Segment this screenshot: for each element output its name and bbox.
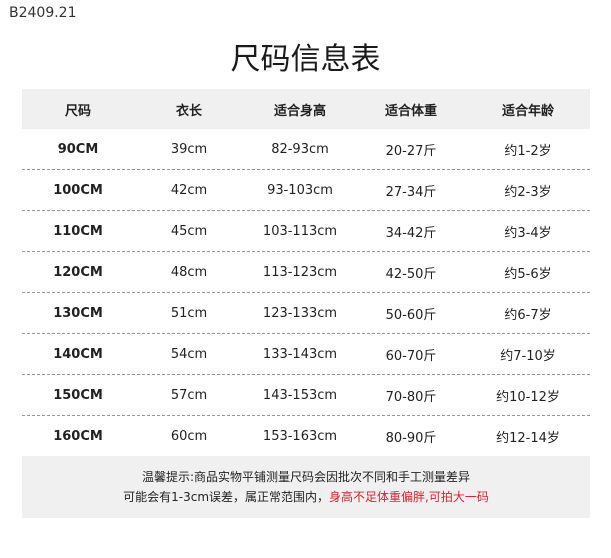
size-table: 尺码 衣长 适合身高 适合体重 适合年龄 90CM 39cm 82-93cm 20-2… xyxy=(22,89,590,456)
cell-age: 约10-12岁 xyxy=(496,389,560,405)
cell-weight: 80-90斤 xyxy=(385,430,437,446)
cell-length: 54cm xyxy=(170,346,208,362)
cell-height: 143-153cm xyxy=(262,387,338,403)
cell-weight: 50-60斤 xyxy=(385,307,437,323)
cell-age: 约1-2岁 xyxy=(504,143,552,159)
cell-age: 约6-7岁 xyxy=(504,307,552,323)
note-line-2: 可能会有1-3cm误差，属正常范围内，身高不足体重偏胖,可拍大一码 xyxy=(22,487,590,507)
cell-size: 100CM xyxy=(53,182,103,198)
cell-age: 约12-14岁 xyxy=(496,430,560,446)
cell-length: 48cm xyxy=(170,264,208,280)
table-row: 140CM 54cm 133-143cm 60-70斤 约7-10岁 xyxy=(22,334,590,375)
table-row: 110CM 45cm 103-113cm 34-42斤 约3-4岁 xyxy=(22,211,590,252)
table-row: 90CM 39cm 82-93cm 20-27斤 约1-2岁 xyxy=(22,129,590,170)
header-length: 衣长 xyxy=(175,103,202,119)
header-size: 尺码 xyxy=(64,103,91,119)
note-box: 温馨提示:商品实物平铺测量尺码会因批次不同和手工测量差异 可能会有1-3cm误差… xyxy=(22,456,590,518)
cell-size: 90CM xyxy=(57,141,99,157)
table-row: 160CM 60cm 153-163cm 80-90斤 约12-14岁 xyxy=(22,416,590,456)
cell-height: 103-113cm xyxy=(262,223,338,239)
note-line-1: 温馨提示:商品实物平铺测量尺码会因批次不同和手工测量差异 xyxy=(141,470,471,484)
cell-size: 140CM xyxy=(53,346,103,362)
header-height: 适合身高 xyxy=(273,103,326,119)
cell-weight: 27-34斤 xyxy=(385,184,437,200)
cell-length: 39cm xyxy=(170,141,208,157)
cell-weight: 20-27斤 xyxy=(385,143,437,159)
table-header: 尺码 衣长 适合身高 适合体重 适合年龄 xyxy=(22,89,590,129)
cell-length: 51cm xyxy=(170,305,208,321)
cell-height: 82-93cm xyxy=(271,141,329,157)
note-line-2-text: 可能会有1-3cm误差，属正常范围内， xyxy=(123,490,330,504)
table-row: 150CM 57cm 143-153cm 70-80斤 约10-12岁 xyxy=(22,375,590,416)
cell-size: 120CM xyxy=(53,264,103,280)
cell-length: 45cm xyxy=(170,223,208,239)
cell-length: 60cm xyxy=(170,428,208,444)
cell-weight: 70-80斤 xyxy=(385,389,437,405)
cell-size: 130CM xyxy=(53,305,103,321)
cell-size: 160CM xyxy=(53,428,103,444)
cell-size: 150CM xyxy=(53,387,103,403)
cell-size: 110CM xyxy=(53,223,103,239)
product-code: B2409.21 xyxy=(9,5,77,21)
note-line-2-warning: 身高不足体重偏胖,可拍大一码 xyxy=(329,490,489,504)
cell-weight: 42-50斤 xyxy=(385,266,437,282)
cell-weight: 34-42斤 xyxy=(385,225,437,241)
cell-height: 123-133cm xyxy=(262,305,338,321)
cell-length: 57cm xyxy=(170,387,208,403)
table-row: 130CM 51cm 123-133cm 50-60斤 约6-7岁 xyxy=(22,293,590,334)
header-weight: 适合体重 xyxy=(384,103,437,119)
cell-weight: 60-70斤 xyxy=(385,348,437,364)
page-title: 尺码信息表 xyxy=(230,42,381,77)
cell-age: 约5-6岁 xyxy=(504,266,552,282)
cell-height: 133-143cm xyxy=(262,346,338,362)
table-row: 100CM 42cm 93-103cm 27-34斤 约2-3岁 xyxy=(22,170,590,211)
table-row: 120CM 48cm 113-123cm 42-50斤 约5-6岁 xyxy=(22,252,590,293)
cell-age: 约7-10岁 xyxy=(500,348,556,364)
header-age: 适合年龄 xyxy=(501,103,554,119)
cell-height: 153-163cm xyxy=(262,428,338,444)
cell-length: 42cm xyxy=(170,182,208,198)
cell-age: 约3-4岁 xyxy=(504,225,552,241)
cell-height: 93-103cm xyxy=(267,182,333,198)
cell-age: 约2-3岁 xyxy=(504,184,552,200)
cell-height: 113-123cm xyxy=(262,264,338,280)
